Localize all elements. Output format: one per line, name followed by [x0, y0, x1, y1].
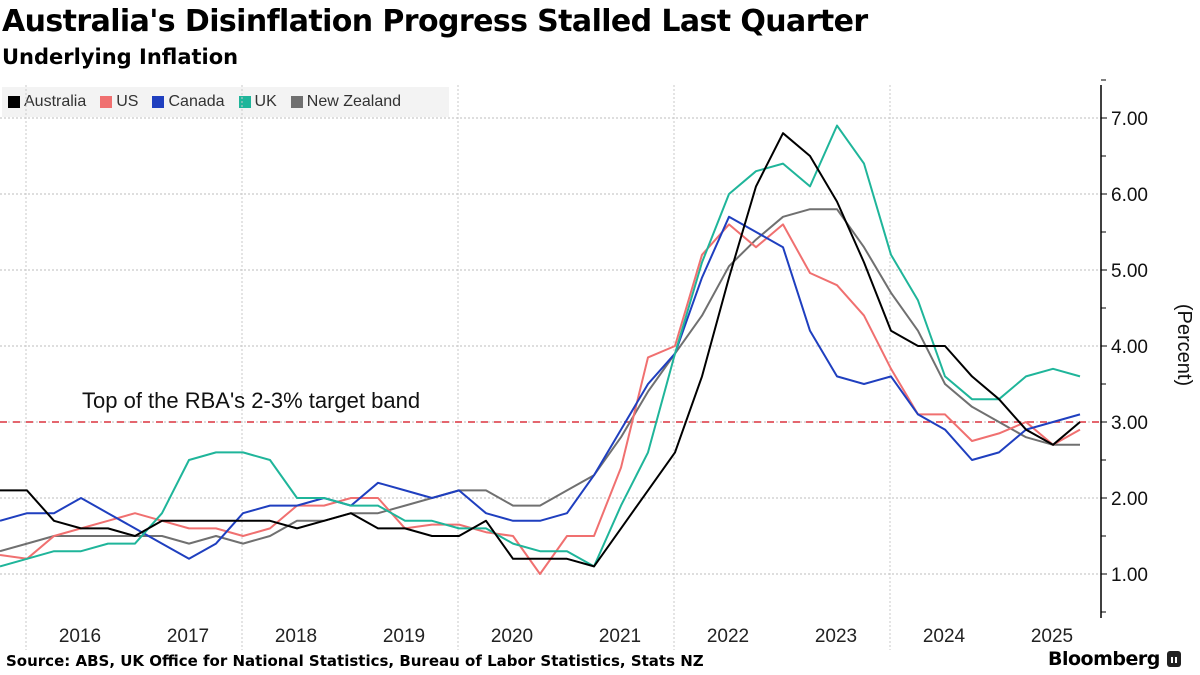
x-axis-ticks: 2016 2017 2018 2019 2020 2021 2022 2023 2024 2025: [59, 626, 1073, 647]
legend-item-us[interactable]: US: [100, 93, 138, 111]
y-tick-label: 7.00: [1111, 109, 1148, 130]
target-band-annotation: Top of the RBA's 2-3% target band: [82, 388, 420, 413]
series-line-canada: [0, 215, 1081, 560]
x-tick-label: 2023: [815, 626, 857, 647]
y-tick-label: 1.00: [1111, 565, 1148, 586]
x-tick-label: 2024: [923, 626, 966, 647]
legend-swatch: [100, 96, 113, 108]
x-tick-label: 2025: [1031, 626, 1073, 647]
legend-label: New Zealand: [306, 93, 402, 110]
x-tick-label: 2018: [275, 626, 317, 647]
legend-label: UK: [254, 93, 277, 110]
y-tick-label: 3.00: [1111, 413, 1148, 434]
legend-item-canada[interactable]: Canada: [152, 93, 225, 111]
y-tick-label: 4.00: [1111, 337, 1148, 358]
series-line-new-zealand: [0, 208, 1080, 553]
x-tick-label: 2022: [707, 626, 749, 647]
legend-label: Canada: [168, 93, 225, 110]
series-line-us: [0, 223, 1081, 575]
brand-name: Bloomberg: [1048, 648, 1160, 670]
x-tick-label: 2021: [599, 626, 641, 647]
y-axis: 1.00 2.00 3.00 4.00 5.00 6.00 7.00 (Percent): [1100, 79, 1195, 618]
legend-label: US: [116, 93, 139, 110]
chart-subtitle: Underlying Inflation: [2, 45, 239, 69]
legend-label: Australia: [24, 93, 87, 110]
legend-swatch: [8, 96, 20, 108]
series-line-uk: [0, 124, 1081, 568]
bloomberg-chart-icon: [1166, 651, 1181, 667]
source-note: Source: ABS, UK Office for National Stat…: [6, 652, 704, 670]
legend-swatch: [152, 96, 165, 108]
brand-logo: Bloomberg: [1048, 648, 1181, 670]
legend-item-australia[interactable]: Australia: [8, 93, 86, 111]
series-lines: [0, 124, 1081, 575]
x-tick-label: 2016: [59, 626, 101, 647]
y-tick-label: 2.00: [1111, 489, 1148, 510]
y-tick-label: 5.00: [1111, 261, 1148, 282]
x-tick-label: 2017: [167, 626, 209, 647]
legend: Australia US Canada UK New Zealand: [2, 87, 449, 117]
series-line-australia: [0, 132, 1081, 568]
y-axis-label: (Percent): [1173, 304, 1195, 386]
legend-item-new-zealand[interactable]: New Zealand: [290, 93, 402, 111]
chart-title: Australia's Disinflation Progress Stalle…: [2, 4, 868, 39]
legend-swatch: [290, 96, 303, 108]
x-tick-label: 2019: [383, 626, 425, 647]
y-tick-label: 6.00: [1111, 185, 1148, 206]
x-tick-label: 2020: [491, 626, 533, 647]
reference-line: Top of the RBA's 2-3% target band: [0, 388, 1101, 423]
